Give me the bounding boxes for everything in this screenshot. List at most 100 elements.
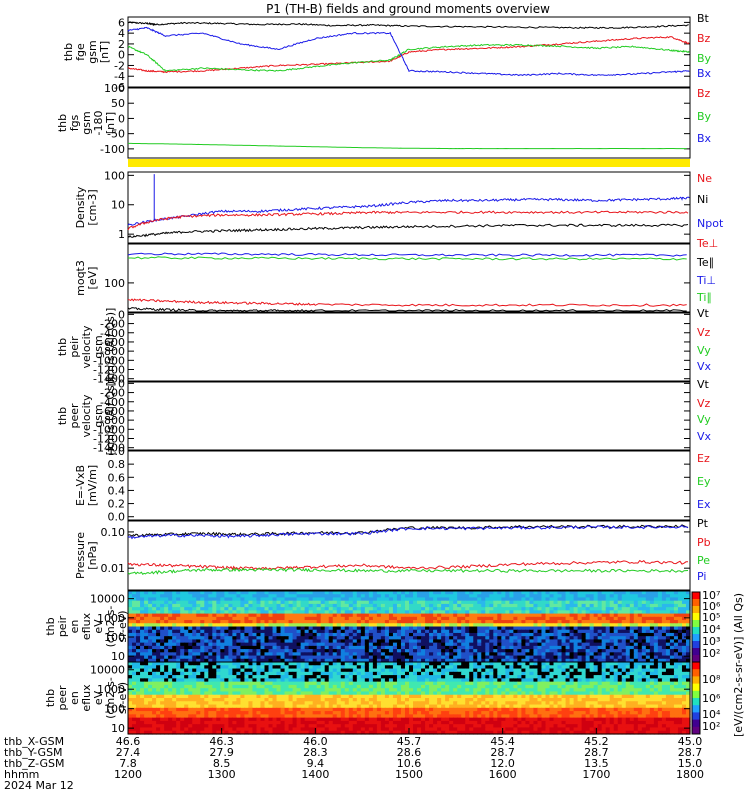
heatmap-cell xyxy=(152,594,157,599)
heatmap-cell xyxy=(192,613,197,618)
heatmap-cell xyxy=(392,607,398,611)
heatmap-cell xyxy=(140,613,145,618)
heatmap-cell xyxy=(356,610,362,615)
heatmap-cell xyxy=(280,594,286,599)
y-tick-label: 100 xyxy=(104,82,125,95)
heatmap-cell xyxy=(312,603,318,608)
heatmap-cell xyxy=(577,591,583,595)
heatmap-cell xyxy=(677,600,683,605)
heatmap-cell xyxy=(248,607,254,611)
heatmap-cell xyxy=(533,594,539,599)
heatmap-cell xyxy=(308,594,314,599)
heatmap-cell xyxy=(553,600,559,605)
heatmap-cell xyxy=(300,610,306,615)
heatmap-cell xyxy=(212,591,217,595)
heatmap-cell xyxy=(232,610,237,615)
y-tick-label: -50 xyxy=(107,128,125,141)
heatmap-cell xyxy=(352,607,358,611)
heatmap-cell xyxy=(425,613,430,618)
heatmap-cell xyxy=(429,616,434,621)
heatmap-cell xyxy=(529,610,535,615)
legend-entry: Vt xyxy=(697,307,710,320)
heatmap-cell xyxy=(140,594,145,599)
heatmap-cell xyxy=(216,607,221,611)
heatmap-cell xyxy=(224,603,229,608)
heatmap-cell xyxy=(356,613,362,618)
heatmap-cell xyxy=(244,610,250,615)
heatmap-cell xyxy=(585,597,591,602)
heatmap-cell xyxy=(673,607,679,611)
heatmap-cell xyxy=(168,616,173,621)
heatmap-cell xyxy=(545,607,551,611)
heatmap-cell xyxy=(320,603,326,608)
panel-frame xyxy=(127,171,691,244)
heatmap-cell xyxy=(437,597,442,602)
legend-entry: Vy xyxy=(697,413,711,426)
heatmap-cell xyxy=(597,603,603,608)
heatmap-cell xyxy=(621,607,627,611)
heatmap-cell xyxy=(589,597,595,602)
heatmap-cell xyxy=(276,616,282,621)
heatmap-cell xyxy=(264,600,270,605)
heatmap-cell xyxy=(236,594,241,599)
heatmap-cell xyxy=(388,613,394,618)
heatmap-cell xyxy=(304,603,310,608)
heatmap-cell xyxy=(376,597,382,602)
heatmap-cell xyxy=(469,607,474,611)
heatmap-cell xyxy=(248,591,254,595)
heatmap-cell xyxy=(449,607,454,611)
heatmap-cell xyxy=(160,600,165,605)
heatmap-cell xyxy=(300,607,306,611)
heatmap-cell xyxy=(501,594,506,599)
heatmap-cell xyxy=(509,600,514,605)
heatmap-cell xyxy=(340,594,346,599)
heatmap-cell xyxy=(645,600,651,605)
heatmap-cell xyxy=(272,613,278,618)
heatmap-cell xyxy=(633,603,639,608)
panel-frame xyxy=(127,312,691,382)
heatmap-cell xyxy=(296,594,302,599)
heatmap-cell xyxy=(429,613,434,618)
heatmap-cell xyxy=(152,616,157,621)
heatmap-cell xyxy=(505,610,510,615)
heatmap-cell xyxy=(356,591,362,595)
heatmap-cell xyxy=(348,616,354,621)
heatmap-cell xyxy=(328,610,334,615)
heatmap-cell xyxy=(449,616,454,621)
heatmap-cell xyxy=(220,597,225,602)
heatmap-cell xyxy=(609,594,615,599)
heatmap-cell xyxy=(240,591,246,595)
heatmap-cell xyxy=(260,613,266,618)
heatmap-cell xyxy=(280,613,286,618)
heatmap-cell xyxy=(553,594,559,599)
heatmap-cell xyxy=(264,597,270,602)
heatmap-cell xyxy=(340,616,346,621)
heatmap-cell xyxy=(248,603,254,608)
heatmap-cell xyxy=(457,591,462,595)
heatmap-cell xyxy=(441,610,446,615)
heatmap-cell xyxy=(493,594,498,599)
heatmap-cell xyxy=(545,597,551,602)
heatmap-cell xyxy=(196,613,201,618)
heatmap-cell xyxy=(240,610,246,615)
heatmap-cell xyxy=(140,607,145,611)
heatmap-cell xyxy=(541,591,547,595)
heatmap-cell xyxy=(661,613,667,618)
heatmap-cell xyxy=(657,591,663,595)
legend-entry: Pb xyxy=(697,536,711,549)
heatmap-cell xyxy=(368,607,374,611)
heatmap-cell xyxy=(577,603,583,608)
heatmap-cell xyxy=(172,597,177,602)
heatmap-cell xyxy=(184,603,189,608)
heatmap-cell xyxy=(308,591,314,595)
heatmap-cell xyxy=(184,591,189,595)
heatmap-cell xyxy=(316,616,322,621)
heatmap-cell xyxy=(485,600,490,605)
heatmap-cell xyxy=(260,594,266,599)
heatmap-cell xyxy=(669,594,675,599)
heatmap-cell xyxy=(260,610,266,615)
heatmap-cell xyxy=(368,597,374,602)
legend-entry: Ti⊥ xyxy=(696,274,716,287)
heatmap-cell xyxy=(212,597,217,602)
